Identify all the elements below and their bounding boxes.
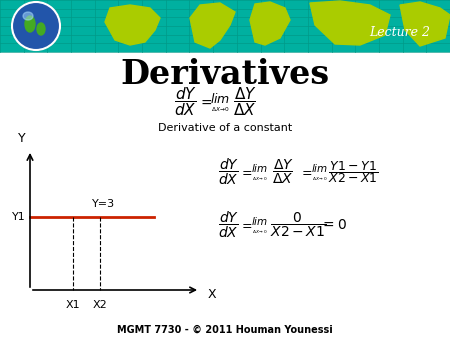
Ellipse shape [25,16,35,32]
Bar [0,0,450,52]
Text: $\dfrac{dY}{dX}$: $\dfrac{dY}{dX}$ [174,86,197,118]
Text: $_{\Delta X\to 0}$: $_{\Delta X\to 0}$ [252,228,268,236]
Ellipse shape [23,12,33,20]
Text: Y1: Y1 [12,212,26,222]
Text: X: X [208,289,216,301]
Text: Y=3: Y=3 [91,199,115,209]
Polygon shape [310,1,390,45]
Text: $\dfrac{0}{X2-X1}$: $\dfrac{0}{X2-X1}$ [270,211,326,239]
Circle shape [12,2,60,50]
Text: $\dfrac{dY}{dX}$: $\dfrac{dY}{dX}$ [218,210,239,240]
Text: $_{\Delta X\!\to\!0}$: $_{\Delta X\!\to\!0}$ [211,104,230,114]
Text: Lecture 2: Lecture 2 [369,25,431,39]
Text: MGMT 7730 - © 2011 Houman Younessi: MGMT 7730 - © 2011 Houman Younessi [117,325,333,335]
Text: Derivatives: Derivatives [121,58,329,92]
Polygon shape [250,2,290,45]
Text: $\mathit{lim}$: $\mathit{lim}$ [210,92,230,106]
Text: Derivative of a constant: Derivative of a constant [158,123,292,133]
Text: $=$: $=$ [198,95,212,109]
Text: $\dfrac{Y1-Y1}{X2-X1}$: $\dfrac{Y1-Y1}{X2-X1}$ [328,159,378,185]
Text: Y: Y [18,132,26,145]
Text: $=$: $=$ [239,166,253,178]
Polygon shape [190,3,235,48]
Text: $_{\Delta X\to 0}$: $_{\Delta X\to 0}$ [312,175,328,183]
Text: X1: X1 [65,300,80,310]
Text: $\mathit{lim}$: $\mathit{lim}$ [252,215,269,227]
Text: $\dfrac{dY}{dX}$: $\dfrac{dY}{dX}$ [218,157,239,187]
Text: $\dfrac{\Delta Y}{\Delta X}$: $\dfrac{\Delta Y}{\Delta X}$ [272,158,294,186]
Ellipse shape [37,23,45,35]
Text: $=$: $=$ [239,218,253,232]
Text: X2: X2 [92,300,107,310]
Polygon shape [400,2,450,46]
Text: $= 0$: $= 0$ [320,218,346,232]
Text: $\mathit{lim}$: $\mathit{lim}$ [311,162,328,174]
Text: $_{\Delta X\to 0}$: $_{\Delta X\to 0}$ [252,175,268,183]
Circle shape [13,3,59,49]
Text: $\mathit{lim}$: $\mathit{lim}$ [252,162,269,174]
Polygon shape [105,5,160,45]
Text: $\dfrac{\Delta Y}{\Delta X}$: $\dfrac{\Delta Y}{\Delta X}$ [233,86,257,118]
Text: $=$: $=$ [299,166,313,178]
